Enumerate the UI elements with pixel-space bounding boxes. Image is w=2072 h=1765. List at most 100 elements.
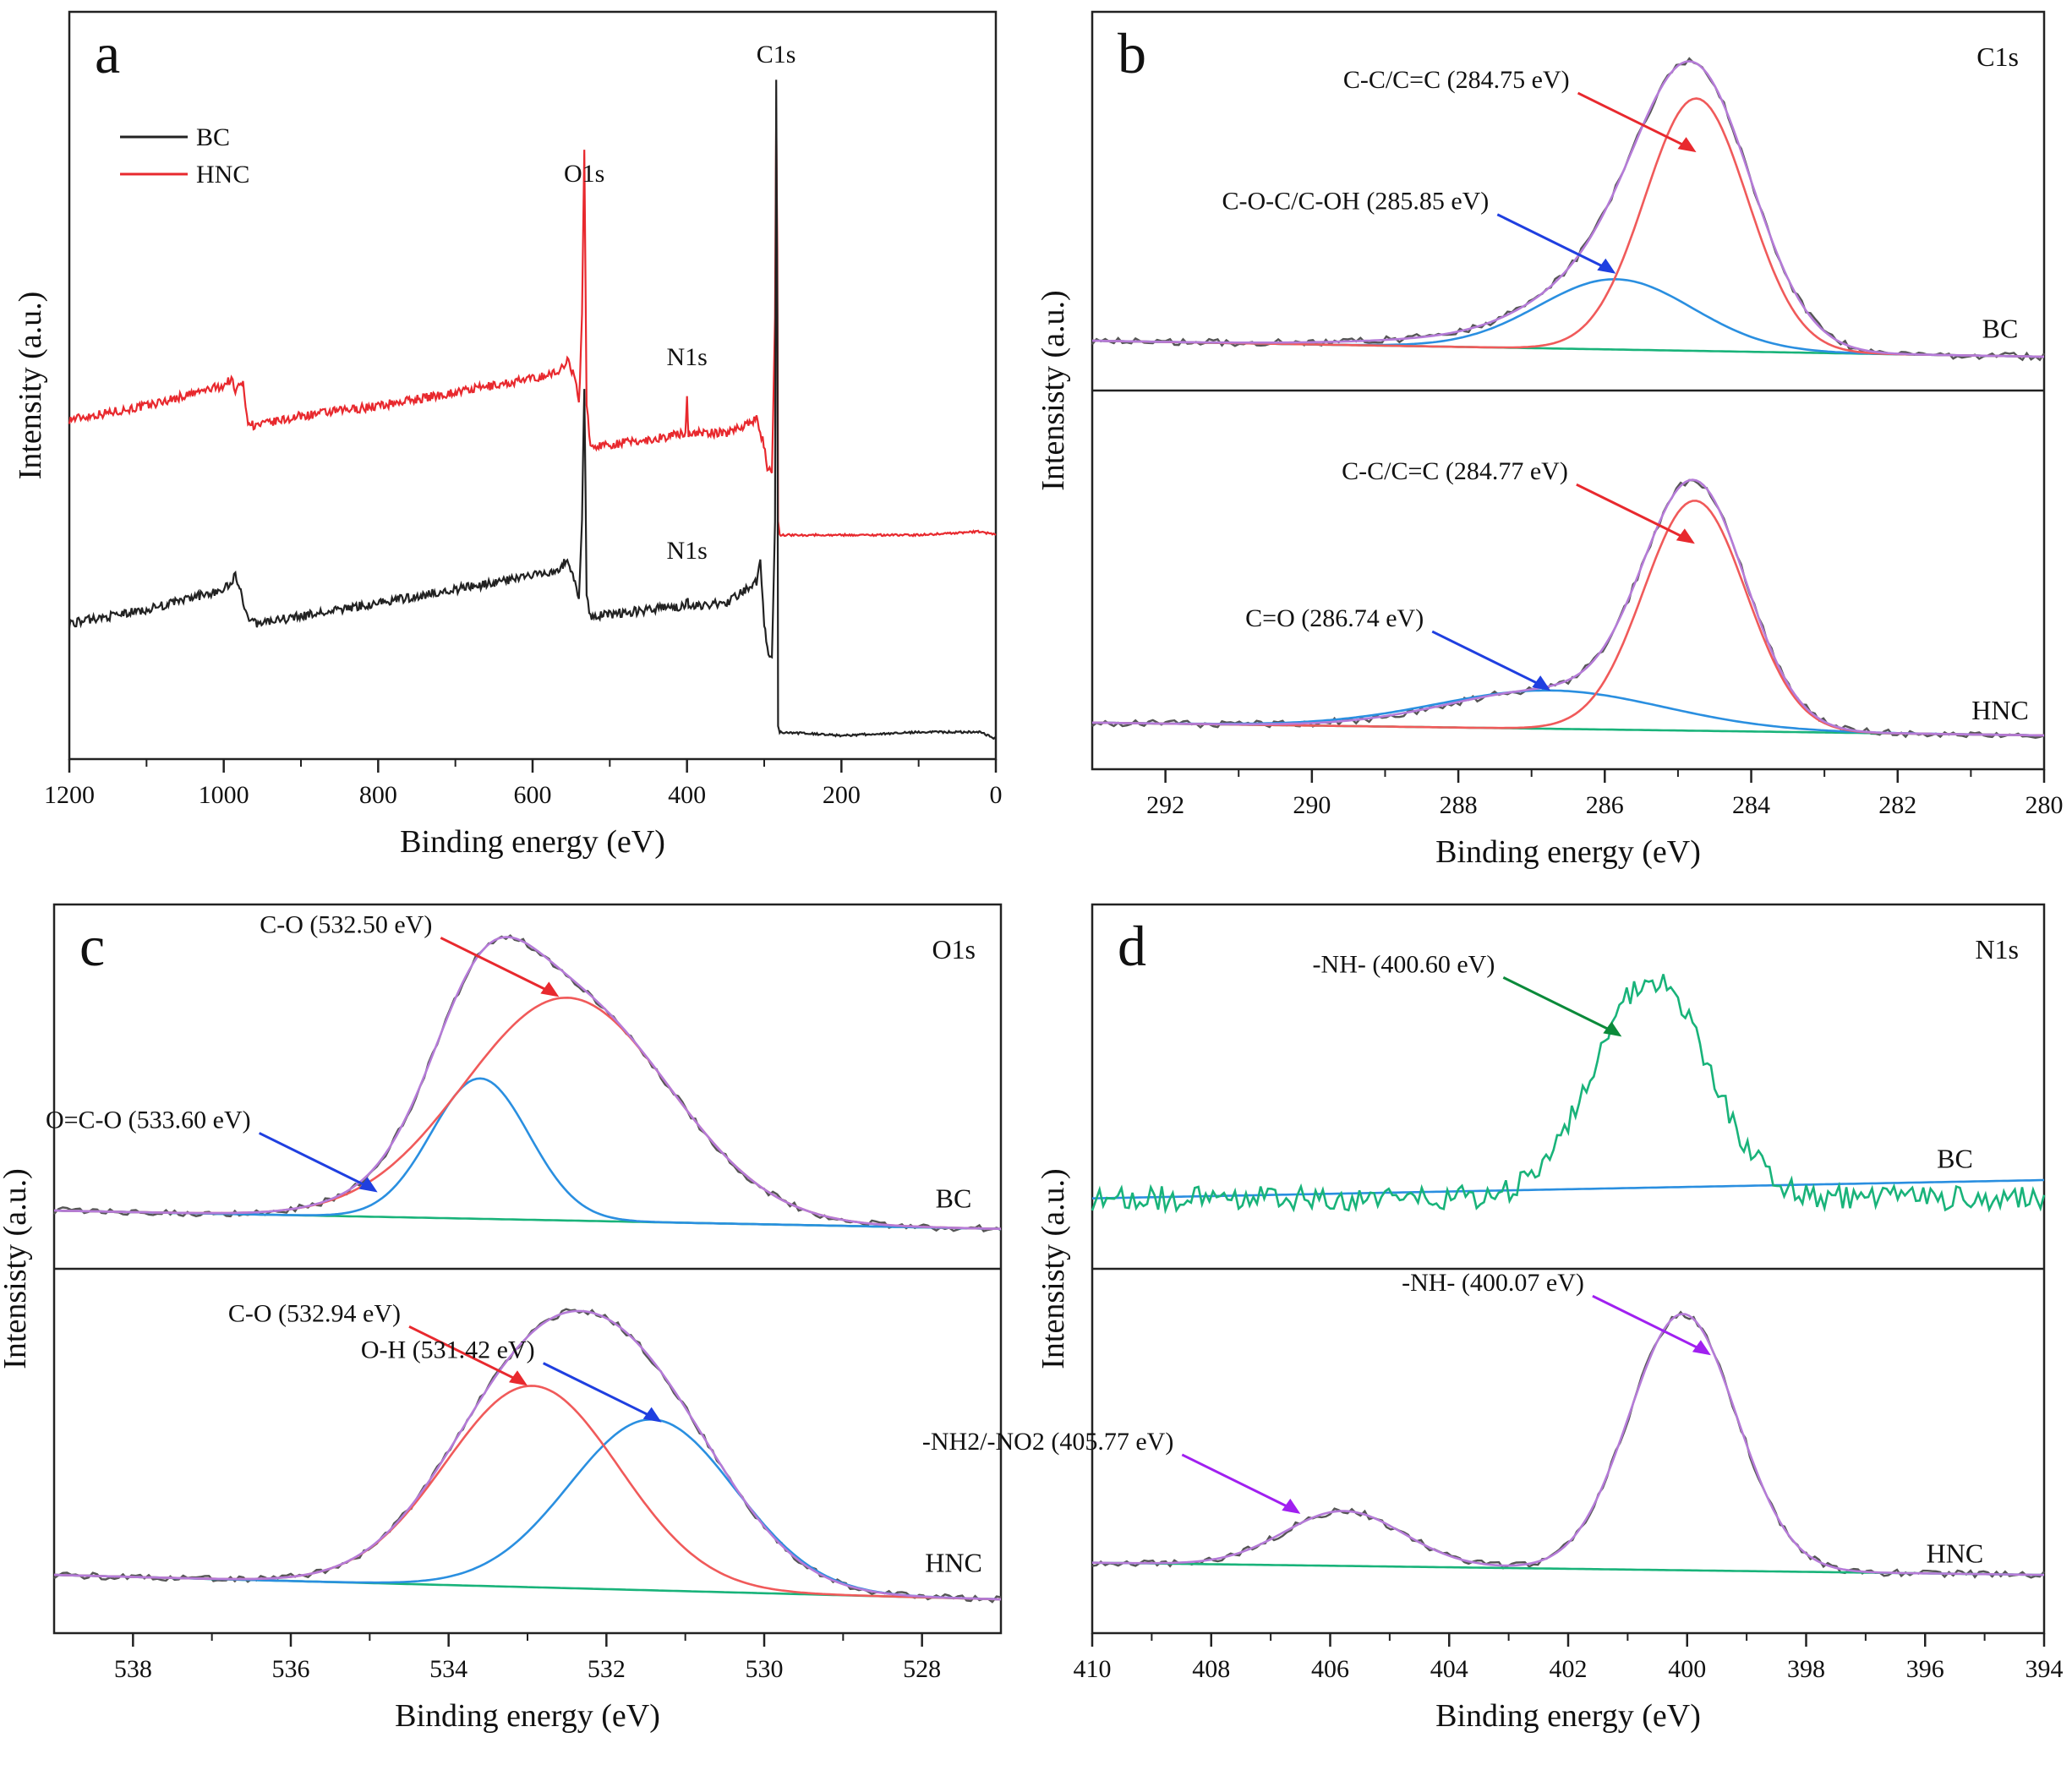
annotation-arrow xyxy=(408,1325,523,1384)
annotation-label: C=O (286.74 eV) xyxy=(1245,604,1424,632)
annotation-label: O-H (531.42 eV) xyxy=(361,1336,535,1364)
x-tick-label: 530 xyxy=(746,1655,784,1683)
x-tick-label: 396 xyxy=(1906,1655,1944,1683)
core-level-label: O1s xyxy=(932,934,976,964)
x-tick-label: 1000 xyxy=(199,781,249,809)
component-C-C/C=C xyxy=(1091,97,2045,358)
subpanel-HNC: -NH- (400.07 eV) -NH2/-NO2 (405.77 eV) HNC xyxy=(922,1269,2045,1579)
x-tick-label: 534 xyxy=(429,1655,467,1683)
peak-label-N1s: N1s xyxy=(666,343,707,371)
x-tick-label: 292 xyxy=(1146,791,1184,819)
annotation-arrow-head xyxy=(358,1177,378,1193)
subpanel-BC: C-C/C=C (284.75 eV) C-O-C/C-OH (285.85 eV… xyxy=(1091,57,2045,362)
panel-d: 410 408 406 404 402 400 398 396 394 Binding energ… xyxy=(922,903,2064,1734)
annotation-arrow-head xyxy=(642,1407,662,1423)
annotation-arrow xyxy=(1502,976,1618,1035)
core-level-label: C1s xyxy=(1976,41,2019,72)
component-fit xyxy=(1091,974,2046,1215)
component-C-C/C=C xyxy=(1092,500,2045,737)
x-tick-label: 0 xyxy=(990,781,1003,809)
x-tick-label: 284 xyxy=(1732,791,1770,819)
annotation-arrow-head xyxy=(540,981,560,997)
x-tick-label: 400 xyxy=(1668,1655,1706,1683)
x-tick-label: 400 xyxy=(668,781,706,809)
x-tick-label: 538 xyxy=(114,1655,152,1683)
sample-label: HNC xyxy=(1971,695,2029,725)
x-tick-label: 394 xyxy=(2026,1655,2064,1683)
annotation-arrow-head xyxy=(1677,137,1697,153)
component-envelope xyxy=(53,1309,1002,1601)
annotation-label: -NH- (400.07 eV) xyxy=(1402,1269,1584,1297)
x-tick-label: 280 xyxy=(2026,791,2064,819)
panel-c: 538 536 534 532 530 528 Binding energy (eV) Int… xyxy=(0,903,1003,1734)
x-axis-label: Binding energy (eV) xyxy=(400,824,665,860)
panel-label: c xyxy=(79,914,105,978)
annotation-arrow xyxy=(1181,1453,1296,1512)
annotation-arrow xyxy=(259,1132,374,1190)
x-tick-label: 402 xyxy=(1550,1655,1588,1683)
sample-label: HNC xyxy=(925,1548,982,1578)
core-level-label: N1s xyxy=(1975,934,2019,964)
annotation-arrow xyxy=(1592,1294,1707,1353)
annotation-arrow xyxy=(440,937,555,995)
component-background xyxy=(1091,1178,2045,1199)
x-tick-label: 410 xyxy=(1074,1655,1112,1683)
raw-spectrum xyxy=(1091,478,2045,740)
annotation-arrow-head xyxy=(1692,1340,1711,1356)
x-tick-label: 1200 xyxy=(44,781,95,809)
subpanel-BC: -NH- (400.60 eV) BC xyxy=(1091,950,2046,1215)
subpanel-HNC: C-O (532.94 eV) O-H (531.42 eV) HNC xyxy=(53,1299,1002,1604)
annotation-label: -NH2/-NO2 (405.77 eV) xyxy=(922,1428,1173,1456)
component-envelope xyxy=(1092,478,2045,737)
subpanel-HNC: C-C/C=C (284.77 eV) C=O (286.74 eV) HNC xyxy=(1091,457,2045,740)
annotation-label: C-O-C/C-OH (285.85 eV) xyxy=(1222,188,1490,216)
panel-label: a xyxy=(95,21,120,85)
x-tick-label: 286 xyxy=(1586,791,1624,819)
x-tick-label: 536 xyxy=(272,1655,310,1683)
annotation-arrow xyxy=(1576,483,1691,542)
x-tick-label: 398 xyxy=(1787,1655,1825,1683)
component-envelope xyxy=(53,936,1001,1230)
annotation-arrow-head xyxy=(1597,258,1616,274)
series-HNC xyxy=(68,112,997,538)
x-tick-label: 290 xyxy=(1293,791,1331,819)
component-O-H xyxy=(53,1418,1002,1601)
annotation-arrow-head xyxy=(1532,675,1551,691)
annotation-label: C-C/C=C (284.75 eV) xyxy=(1343,66,1570,94)
x-tick-label: 600 xyxy=(514,781,552,809)
sample-label: HNC xyxy=(1927,1538,1984,1569)
annotation-label: C-O (532.50 eV) xyxy=(260,910,432,938)
sample-label: BC xyxy=(1982,313,2019,343)
annotation-arrow-head xyxy=(1603,1021,1622,1037)
legend-label-BC: BC xyxy=(196,123,230,151)
annotation-arrow xyxy=(1496,213,1611,272)
x-axis-label: Binding energy (eV) xyxy=(1435,834,1701,870)
y-axis-label: Intensisty (a.u.) xyxy=(1036,290,1071,490)
annotation-label: C-C/C=C (284.77 eV) xyxy=(1342,457,1568,485)
x-axis-label: Binding energy (eV) xyxy=(395,1698,660,1734)
sample-label: BC xyxy=(1937,1144,1973,1174)
annotation-arrow xyxy=(543,1362,658,1420)
annotation-arrow-head xyxy=(1282,1498,1301,1514)
x-tick-label: 406 xyxy=(1311,1655,1349,1683)
panel-label: d xyxy=(1118,914,1146,978)
sample-label: BC xyxy=(936,1183,972,1214)
y-axis-label: Intensity (a.u.) xyxy=(13,292,48,480)
x-tick-label: 200 xyxy=(823,781,861,809)
component-O=C-O xyxy=(53,1077,1002,1231)
annotation-label: O=C-O (533.60 eV) xyxy=(46,1106,251,1134)
raw-spectrum xyxy=(1091,1310,2045,1579)
annotation-arrow-head xyxy=(1676,528,1695,544)
component-envelope xyxy=(1092,1313,2044,1576)
component-C-O xyxy=(53,1385,1002,1601)
panel-label: b xyxy=(1118,21,1146,85)
panel-b: 292 290 288 286 284 282 280 Binding energy (eV)… xyxy=(1036,10,2064,870)
y-axis-label: Intensisty (a.u.) xyxy=(0,1168,33,1369)
x-axis-label: Binding energy (eV) xyxy=(1435,1698,1701,1734)
annotation-arrow-head xyxy=(509,1370,528,1386)
x-tick-label: 408 xyxy=(1192,1655,1230,1683)
series-BC xyxy=(68,79,997,740)
x-tick-label: 282 xyxy=(1878,791,1916,819)
peak-label-O1s: O1s xyxy=(564,160,604,188)
